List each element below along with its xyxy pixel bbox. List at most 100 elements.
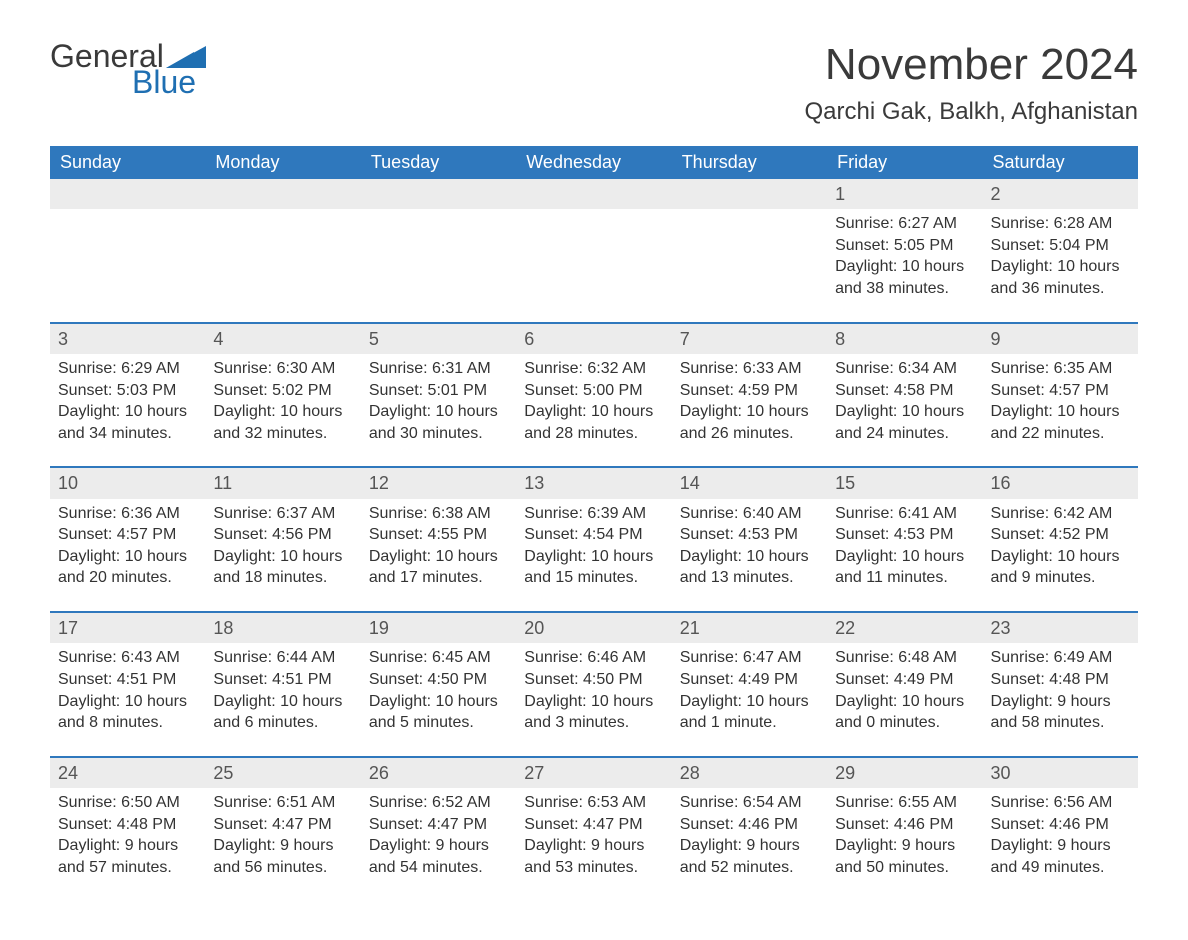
daylight1-text: Daylight: 9 hours (213, 835, 352, 857)
daylight1-text: Daylight: 10 hours (680, 546, 819, 568)
calendar-day-cell: 24Sunrise: 6:50 AMSunset: 4:48 PMDayligh… (50, 757, 205, 901)
daylight1-text: Daylight: 10 hours (524, 691, 663, 713)
calendar-day-cell: 28Sunrise: 6:54 AMSunset: 4:46 PMDayligh… (672, 757, 827, 901)
sunset-text: Sunset: 4:56 PM (213, 524, 352, 546)
sunrise-text: Sunrise: 6:44 AM (213, 647, 352, 669)
daylight2-text: and 24 minutes. (835, 423, 974, 445)
calendar-day-cell: 20Sunrise: 6:46 AMSunset: 4:50 PMDayligh… (516, 612, 671, 757)
daylight1-text: Daylight: 9 hours (524, 835, 663, 857)
day-number: 15 (827, 468, 982, 498)
daylight1-text: Daylight: 10 hours (680, 691, 819, 713)
daylight1-text: Daylight: 10 hours (835, 691, 974, 713)
sunrise-text: Sunrise: 6:49 AM (991, 647, 1130, 669)
calendar-day-cell (205, 179, 360, 323)
sunrise-text: Sunrise: 6:55 AM (835, 792, 974, 814)
calendar-day-cell: 27Sunrise: 6:53 AMSunset: 4:47 PMDayligh… (516, 757, 671, 901)
day-number: 18 (205, 613, 360, 643)
sunset-text: Sunset: 5:04 PM (991, 235, 1130, 257)
daylight2-text: and 26 minutes. (680, 423, 819, 445)
sunrise-text: Sunrise: 6:37 AM (213, 503, 352, 525)
daylight2-text: and 32 minutes. (213, 423, 352, 445)
calendar-day-cell: 15Sunrise: 6:41 AMSunset: 4:53 PMDayligh… (827, 467, 982, 612)
daylight2-text: and 6 minutes. (213, 712, 352, 734)
daylight2-text: and 9 minutes. (991, 567, 1130, 589)
sunset-text: Sunset: 4:49 PM (835, 669, 974, 691)
daylight1-text: Daylight: 10 hours (835, 256, 974, 278)
daylight1-text: Daylight: 9 hours (58, 835, 197, 857)
sunset-text: Sunset: 4:57 PM (991, 380, 1130, 402)
daylight2-text: and 0 minutes. (835, 712, 974, 734)
daylight1-text: Daylight: 10 hours (524, 401, 663, 423)
day-number: 27 (516, 758, 671, 788)
sunset-text: Sunset: 4:55 PM (369, 524, 508, 546)
brand-logo: General Blue (50, 40, 206, 98)
calendar-day-cell: 18Sunrise: 6:44 AMSunset: 4:51 PMDayligh… (205, 612, 360, 757)
daylight2-text: and 34 minutes. (58, 423, 197, 445)
sunset-text: Sunset: 4:50 PM (524, 669, 663, 691)
sunset-text: Sunset: 4:47 PM (524, 814, 663, 836)
sunrise-text: Sunrise: 6:48 AM (835, 647, 974, 669)
month-title: November 2024 (804, 40, 1138, 90)
day-number: 28 (672, 758, 827, 788)
sunset-text: Sunset: 4:57 PM (58, 524, 197, 546)
sunrise-text: Sunrise: 6:35 AM (991, 358, 1130, 380)
calendar-week-row: 1Sunrise: 6:27 AMSunset: 5:05 PMDaylight… (50, 179, 1138, 323)
calendar-day-cell: 23Sunrise: 6:49 AMSunset: 4:48 PMDayligh… (983, 612, 1138, 757)
sunset-text: Sunset: 4:51 PM (213, 669, 352, 691)
day-number: 7 (672, 324, 827, 354)
sunrise-text: Sunrise: 6:40 AM (680, 503, 819, 525)
daylight1-text: Daylight: 10 hours (524, 546, 663, 568)
day-number: 6 (516, 324, 671, 354)
sunrise-text: Sunrise: 6:43 AM (58, 647, 197, 669)
daylight2-text: and 3 minutes. (524, 712, 663, 734)
calendar-week-row: 24Sunrise: 6:50 AMSunset: 4:48 PMDayligh… (50, 757, 1138, 901)
daylight1-text: Daylight: 10 hours (369, 691, 508, 713)
calendar-day-cell: 11Sunrise: 6:37 AMSunset: 4:56 PMDayligh… (205, 467, 360, 612)
daylight2-text: and 58 minutes. (991, 712, 1130, 734)
weekday-header: Saturday (983, 146, 1138, 179)
sunset-text: Sunset: 4:51 PM (58, 669, 197, 691)
sunrise-text: Sunrise: 6:33 AM (680, 358, 819, 380)
calendar-day-cell: 10Sunrise: 6:36 AMSunset: 4:57 PMDayligh… (50, 467, 205, 612)
sunrise-text: Sunrise: 6:50 AM (58, 792, 197, 814)
weekday-header: Tuesday (361, 146, 516, 179)
day-number: 2 (983, 179, 1138, 209)
daylight1-text: Daylight: 10 hours (680, 401, 819, 423)
daylight2-text: and 50 minutes. (835, 857, 974, 879)
daylight2-text: and 17 minutes. (369, 567, 508, 589)
daylight1-text: Daylight: 10 hours (369, 546, 508, 568)
day-number: 13 (516, 468, 671, 498)
sunset-text: Sunset: 4:47 PM (369, 814, 508, 836)
calendar-day-cell (672, 179, 827, 323)
day-number (205, 179, 360, 209)
calendar-day-cell: 9Sunrise: 6:35 AMSunset: 4:57 PMDaylight… (983, 323, 1138, 468)
sunrise-text: Sunrise: 6:51 AM (213, 792, 352, 814)
calendar-day-cell: 29Sunrise: 6:55 AMSunset: 4:46 PMDayligh… (827, 757, 982, 901)
sunset-text: Sunset: 4:52 PM (991, 524, 1130, 546)
calendar-day-cell: 12Sunrise: 6:38 AMSunset: 4:55 PMDayligh… (361, 467, 516, 612)
calendar-day-cell: 6Sunrise: 6:32 AMSunset: 5:00 PMDaylight… (516, 323, 671, 468)
daylight1-text: Daylight: 10 hours (835, 546, 974, 568)
sunset-text: Sunset: 4:47 PM (213, 814, 352, 836)
weekday-header: Monday (205, 146, 360, 179)
daylight1-text: Daylight: 9 hours (991, 835, 1130, 857)
calendar-day-cell: 16Sunrise: 6:42 AMSunset: 4:52 PMDayligh… (983, 467, 1138, 612)
daylight1-text: Daylight: 10 hours (991, 256, 1130, 278)
sunrise-text: Sunrise: 6:41 AM (835, 503, 974, 525)
weekday-header: Sunday (50, 146, 205, 179)
calendar-header-row: SundayMondayTuesdayWednesdayThursdayFrid… (50, 146, 1138, 179)
calendar-day-cell: 21Sunrise: 6:47 AMSunset: 4:49 PMDayligh… (672, 612, 827, 757)
daylight1-text: Daylight: 9 hours (991, 691, 1130, 713)
daylight2-text: and 8 minutes. (58, 712, 197, 734)
daylight2-text: and 36 minutes. (991, 278, 1130, 300)
sunset-text: Sunset: 4:58 PM (835, 380, 974, 402)
daylight1-text: Daylight: 10 hours (213, 546, 352, 568)
day-number (672, 179, 827, 209)
sunrise-text: Sunrise: 6:31 AM (369, 358, 508, 380)
daylight1-text: Daylight: 9 hours (835, 835, 974, 857)
daylight1-text: Daylight: 10 hours (991, 546, 1130, 568)
daylight2-text: and 52 minutes. (680, 857, 819, 879)
day-number: 12 (361, 468, 516, 498)
daylight1-text: Daylight: 10 hours (991, 401, 1130, 423)
calendar-day-cell (50, 179, 205, 323)
